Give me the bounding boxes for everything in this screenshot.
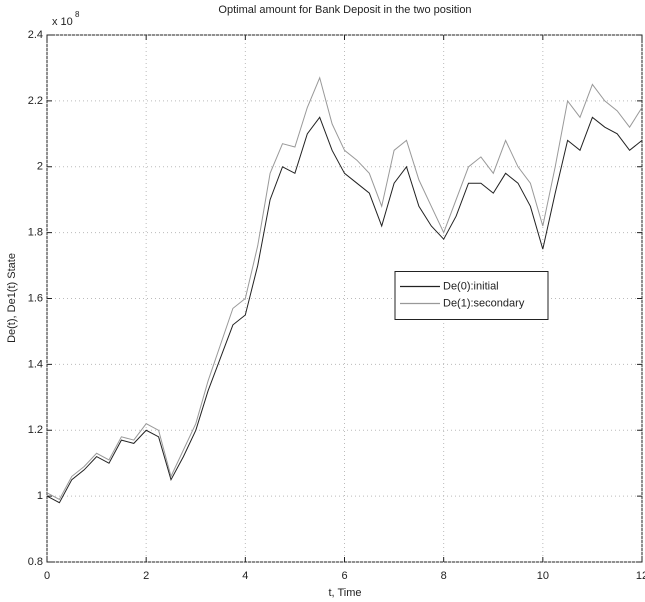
x-tick-label: 12 xyxy=(636,570,645,582)
legend-label: De(0):initial xyxy=(443,280,499,292)
plot-area xyxy=(47,35,642,562)
y-tick-label: 1.6 xyxy=(28,292,43,304)
chart-title: Optimal amount for Bank Deposit in the t… xyxy=(218,4,471,16)
legend-label: De(1):secondary xyxy=(443,297,525,309)
y-tick-label: 1.2 xyxy=(28,424,43,436)
x-tick-label: 8 xyxy=(441,570,447,582)
y-tick-label: 1.8 xyxy=(28,227,43,239)
x-tick-label: 4 xyxy=(242,570,248,582)
y-tick-label: 2.4 xyxy=(28,29,43,41)
y-multiplier: x 10 xyxy=(52,16,73,28)
y-tick-label: 1 xyxy=(37,490,43,502)
y-tick-label: 2 xyxy=(37,161,43,173)
y-multiplier-exponent: 8 xyxy=(75,10,80,19)
y-tick-label: 0.8 xyxy=(28,556,43,568)
y-tick-label: 2.2 xyxy=(28,95,43,107)
x-tick-label: 2 xyxy=(143,570,149,582)
x-tick-label: 6 xyxy=(341,570,347,582)
legend-box xyxy=(395,272,548,320)
x-axis-label: t, Time xyxy=(328,587,361,599)
series-line xyxy=(47,78,642,500)
x-tick-label: 0 xyxy=(44,570,50,582)
x-tick-label: 10 xyxy=(537,570,549,582)
chart: Optimal amount for Bank Deposit in the t… xyxy=(0,0,645,602)
y-axis-label: De(t), De1(t) State xyxy=(6,253,18,343)
y-tick-label: 1.4 xyxy=(28,358,43,370)
